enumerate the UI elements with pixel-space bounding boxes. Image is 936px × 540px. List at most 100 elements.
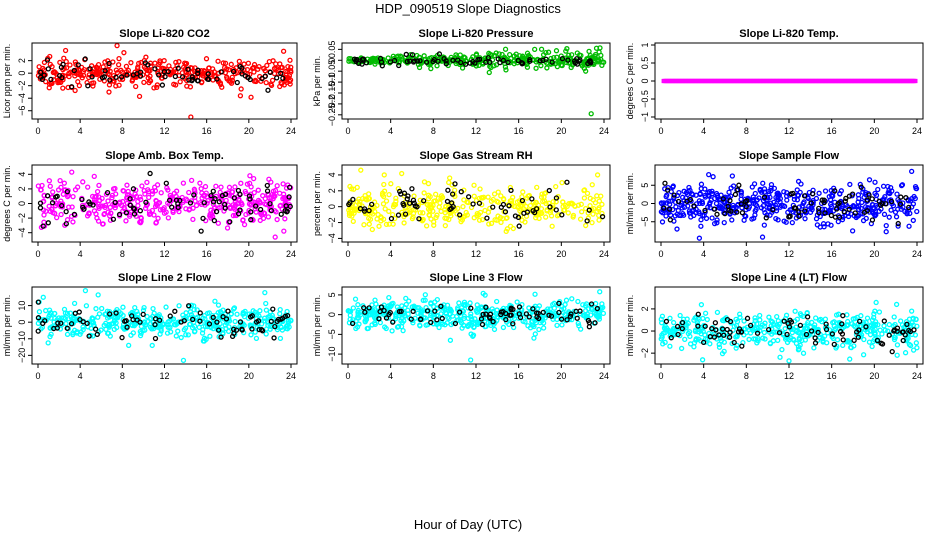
data-point [531,335,537,341]
data-point-black [127,196,133,202]
x-tick-label: 20 [869,126,879,136]
data-point [247,180,253,186]
data-point-black [432,308,438,314]
data-point [781,218,787,224]
data-point-black [439,315,445,322]
data-point [93,211,99,217]
data-point [219,84,225,90]
data-point [699,200,706,207]
data-point [138,215,144,221]
data-point [449,182,455,188]
outlier-point [594,172,601,178]
data-point [474,213,480,219]
x-tick-label: 12 [159,249,169,259]
data-point [401,220,407,226]
data-point [190,216,196,223]
x-tick-label: 16 [827,249,837,259]
data-point [860,352,867,358]
data-point [205,198,211,204]
data-point [733,204,739,210]
data-point-black [483,304,489,310]
data-point [465,199,471,206]
data-point [111,326,117,333]
data-point [141,187,147,194]
panel-title: Slope Sample Flow [739,150,840,162]
data-point [403,301,409,308]
data-point-black [187,200,194,206]
data-point-black [508,312,514,318]
data-point [800,350,807,356]
data-point-black [398,308,404,314]
data-point [794,187,800,193]
data-point [691,344,697,350]
data-point-black [828,212,835,219]
data-point [795,192,802,199]
data-point-black [134,71,140,77]
data-point [288,318,294,324]
data-point [715,194,721,201]
data-point-black [179,74,186,80]
data-point-black [35,299,41,305]
data-point-black [86,333,92,339]
data-point-black [663,318,670,325]
data-point [102,311,108,318]
data-point-black [195,78,201,84]
points [35,42,294,120]
data-point [106,89,112,95]
data-point [36,309,43,315]
x-tick-label: 4 [388,249,393,259]
data-point [586,48,592,55]
data-point [366,191,372,197]
data-point [838,188,844,194]
data-point [594,193,600,199]
data-point [409,216,416,222]
data-point [577,216,584,222]
data-point [598,52,604,59]
data-point [658,336,664,342]
data-point [109,195,115,201]
data-point [253,335,260,342]
data-point-black [518,59,525,66]
data-point [670,325,677,332]
data-point-black [388,215,395,222]
data-point-black [58,320,64,326]
data-point [829,334,835,340]
data-point [160,206,166,213]
data-point [538,194,545,200]
data-point [232,318,238,325]
data-point [268,179,274,185]
data-point [197,180,203,186]
data-point-black [529,196,535,202]
data-point [41,212,47,218]
data-point-black [60,61,66,67]
data-point [591,55,597,61]
data-point [448,213,454,219]
data-point [671,319,677,326]
data-point-black [456,309,463,315]
data-point [891,314,897,320]
data-point-black [739,210,746,216]
outlier-point [597,289,603,295]
data-point [738,190,744,196]
data-point-black [246,193,253,199]
data-point-black [479,321,486,328]
y-tick-label: −4 [17,228,27,238]
data-point [658,200,665,206]
data-point [260,193,266,199]
data-point [802,216,808,222]
data-point-black [864,197,870,203]
data-point [281,82,287,88]
data-point [468,311,474,317]
data-point-black [409,186,415,192]
data-point-black [895,220,901,227]
data-point [38,187,44,193]
x-tick-label: 24 [599,249,609,259]
data-point [261,210,267,216]
data-point [895,223,901,229]
data-point [217,204,223,211]
data-point [526,192,532,199]
panel-title: Slope Li-820 CO2 [119,28,209,40]
data-point [729,217,735,223]
